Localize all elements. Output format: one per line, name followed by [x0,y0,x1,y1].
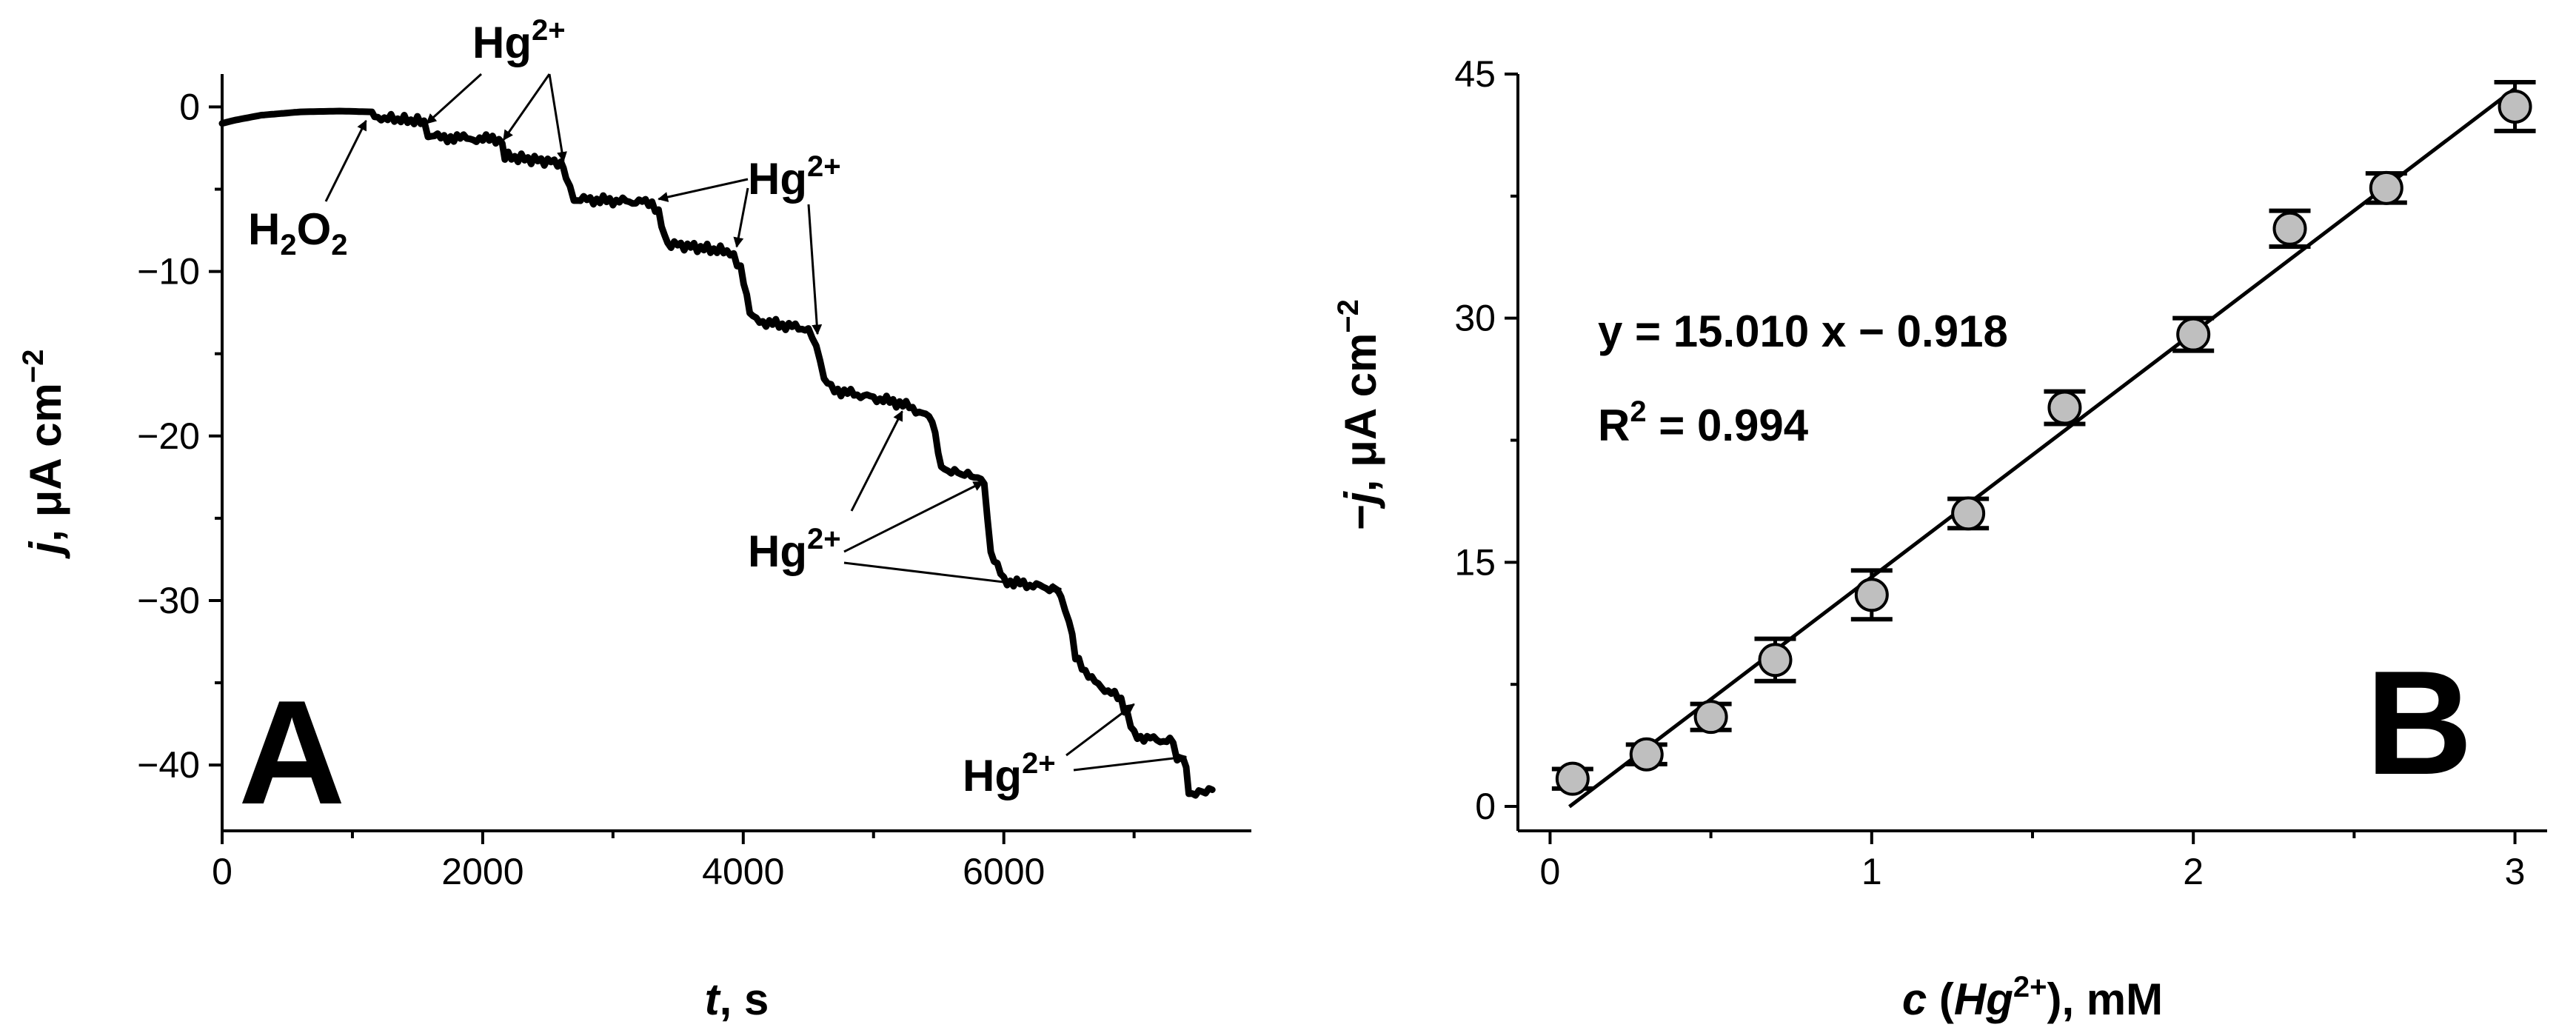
y-tick-label: −20 [137,415,200,457]
point-marker [1854,578,1889,612]
panel-b-label: B [2366,641,2472,806]
hg-arrow [733,187,749,248]
y-tick-label: −30 [137,580,200,621]
data-point [2269,208,2311,249]
x-tick-label: 0 [212,851,232,892]
data-point [2044,389,2086,427]
point-marker [1951,496,1986,531]
x-tick-label: 6000 [963,851,1045,892]
hg-arrow [843,481,984,553]
hg-annotation-3: Hg2+ [748,523,841,576]
hg-arrow [807,204,823,335]
hg-arrow [843,561,1063,593]
point-marker [1555,761,1590,796]
y-tick-label: 0 [179,86,200,127]
point-marker [1629,737,1664,772]
linear-fit-line [1568,87,2517,809]
chart-panel-a: 0 2000 4000 6000 0 −10 −20 −30 −40 H2O2 Hg2+ Hg2+… [17,14,1251,1024]
panel-a-annotations: H2O2 Hg2+ Hg2+ Hg2+ Hg2+ [248,14,1188,800]
panel-b-x-ticks: 0 1 2 3 [1540,831,2526,892]
point-marker [2272,211,2307,246]
data-points [1551,79,2536,796]
current-trace-line [218,107,1216,799]
point-marker [1693,700,1728,735]
point-marker [2498,89,2532,124]
panel-a-x-ticks: 0 2000 4000 6000 [212,831,1136,892]
y-tick-label: 45 [1454,53,1496,95]
hg-arrow [502,73,551,141]
panel-a-label: A [238,670,345,835]
h2o2-arrow [324,119,367,202]
hg-annotation-1: Hg2+ [472,14,566,67]
point-marker [2176,317,2211,352]
data-point [2365,170,2407,205]
point-marker [2047,390,2082,425]
y-tick-label: −40 [137,744,200,786]
data-point [1947,496,1990,531]
x-tick-label: 0 [1540,851,1561,892]
x-tick-label: 3 [2505,851,2526,892]
y-tick-label: 30 [1454,298,1496,339]
data-point [1690,700,1732,735]
hg-arrow [1073,752,1188,772]
y-tick-label: 15 [1454,541,1496,583]
x-tick-label: 2 [2183,851,2204,892]
data-point [2494,79,2536,133]
panel-b-y-axis-label: −j, μA cm−2 [1332,299,1385,530]
panel-b-x-axis-label: c (Hg2+), mM [1902,971,2163,1024]
panel-a-y-ticks: 0 −10 −20 −30 −40 [137,86,222,786]
x-tick-label: 1 [1861,851,1882,892]
y-tick-label: 0 [1475,786,1496,827]
r-squared: R2 = 0.994 [1598,395,1809,450]
hg-annotation-2: Hg2+ [748,150,841,204]
hg-arrow [850,410,903,512]
y-tick-label: −10 [137,251,200,292]
point-marker [1758,643,1793,678]
data-point [2172,315,2215,353]
point-marker [2369,170,2403,205]
x-tick-label: 4000 [702,851,784,892]
data-point [1850,568,1893,622]
h2o2-label: H2O2 [248,204,348,261]
data-point [1551,761,1593,796]
x-tick-label: 2000 [441,851,523,892]
hg-arrow [1065,703,1135,757]
hg-arrow [548,73,567,163]
data-point [1625,737,1667,772]
chart-panel-b: 0 1 2 3 0 15 30 45 y = 15.010 x − 0.918 R2 = 0… [1332,53,2547,1024]
fit-equation: y = 15.010 x − 0.918 [1598,307,2008,356]
panel-a-x-axis-label: t, s [705,975,769,1024]
panel-b-y-ticks: 0 15 30 45 [1454,53,1518,827]
hg-arrow [426,73,483,124]
hg-arrow [658,178,749,202]
panel-a-y-axis-label: j, μA cm−2 [17,350,70,560]
hg-annotation-4: Hg2+ [963,747,1056,800]
data-point [1754,636,1796,683]
